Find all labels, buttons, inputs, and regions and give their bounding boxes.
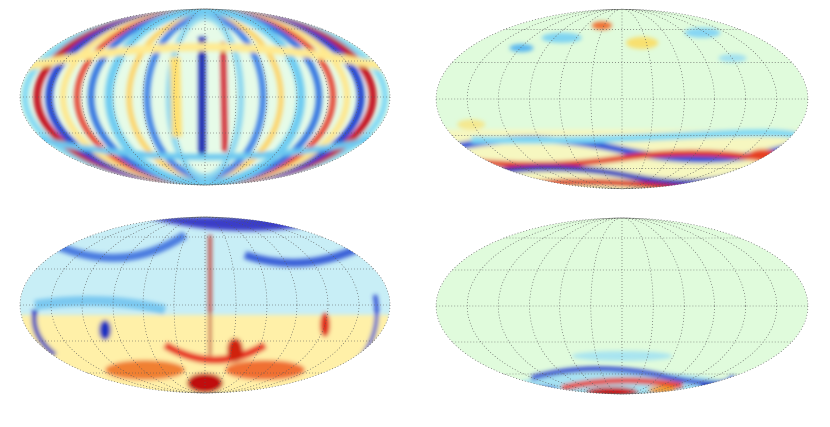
- map-bottom-left: [19, 216, 391, 394]
- map-bottom-right: [435, 217, 809, 395]
- map-top-right: [435, 8, 809, 190]
- map-top-left: [19, 8, 391, 186]
